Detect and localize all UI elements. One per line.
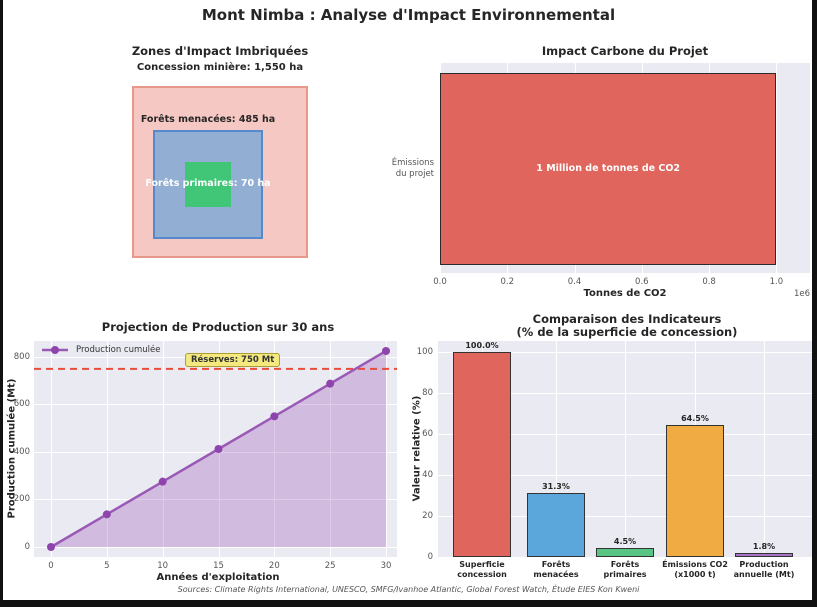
- comparaison-bar-value-label: 31.3%: [542, 481, 570, 491]
- production-xaxis-label: Années d'exploitation: [156, 572, 280, 583]
- comparaison-bar-value-label: 64.5%: [681, 413, 709, 423]
- comparaison-gridline-h: [438, 557, 812, 558]
- forets-primaires-label: Forêts primaires: 70 ha: [145, 178, 271, 189]
- production-gridline-v: [330, 341, 332, 557]
- production-marker: [102, 510, 111, 519]
- production-ytick-label: 600: [13, 399, 30, 410]
- comparaison-title: Comparaison des Indicateurs: [532, 312, 722, 326]
- production-gridline-v: [51, 341, 52, 557]
- production-xtick-label: 25: [324, 561, 336, 571]
- production-ytick-label: 0: [24, 542, 30, 552]
- production-gridline-h: [34, 451, 397, 453]
- zones-title: Zones d'Impact Imbriquées: [131, 44, 309, 58]
- production-gridline-h: [34, 499, 397, 501]
- production-gridline-h: [34, 547, 397, 548]
- concession-label: Concession minière: 1,550 ha: [136, 62, 304, 73]
- carbone-ytick-label: Émissions du projet: [391, 158, 434, 179]
- comparaison-ytick-label: 100: [416, 347, 433, 357]
- production-xtick-label: 10: [157, 561, 169, 571]
- production-title: Projection de Production sur 30 ans: [101, 320, 335, 334]
- page-title: Mont Nimba : Analyse d'Impact Environnem…: [201, 6, 616, 24]
- comparaison-bar: [735, 553, 793, 557]
- production-gridline-v: [162, 341, 164, 557]
- production-ytick-label: 400: [13, 446, 30, 457]
- production-marker: [270, 412, 279, 421]
- carbone-xtick-label: 0.0: [433, 277, 447, 287]
- production-marker: [382, 347, 391, 356]
- production-gridline-v: [106, 341, 108, 557]
- comparaison-gridline-v: [556, 341, 557, 557]
- production-gridline-h: [34, 404, 397, 406]
- comparaison-bar-value-label: 100.0%: [465, 341, 499, 350]
- comparaison-category-label: Forêts menacées: [533, 560, 579, 579]
- window-border-bottom: [0, 600, 817, 607]
- comparaison-gridline-v: [764, 341, 765, 557]
- carbone-title: Impact Carbone du Projet: [541, 44, 709, 58]
- carbone-xtick-label: 0.6: [635, 277, 649, 287]
- production-xtick-label: 30: [380, 561, 392, 571]
- carbone-gridline-v: [776, 63, 778, 273]
- comparaison-yaxis-label: Valeur relative (%): [411, 395, 423, 502]
- production-gridline-v: [386, 341, 387, 557]
- comparaison-category-label: Superficie concession: [457, 560, 507, 579]
- comparaison-bar: [666, 424, 724, 557]
- carbone-xaxis-label: Tonnes de CO2: [583, 288, 667, 299]
- production-ytick-label: 200: [13, 494, 30, 505]
- comparaison-bar: [596, 547, 654, 557]
- comparaison-bar: [527, 492, 585, 557]
- production-xtick-label: 0: [48, 561, 54, 571]
- window-border-left: [0, 0, 3, 601]
- production-marker: [47, 543, 55, 551]
- sources-footer: Sources: Climate Rights International, U…: [177, 585, 640, 594]
- forets-menacees-label: Forêts menacées: 485 ha: [140, 114, 276, 125]
- comparaison-ytick-label: 20: [422, 511, 433, 521]
- forets-primaires-rect: [185, 162, 231, 207]
- comparaison-gridline-v: [625, 341, 626, 557]
- carbone-bar-label: 1 Million de tonnes de CO2: [536, 163, 681, 174]
- production-gridline-v: [274, 341, 276, 557]
- comparaison-category-label: Forêts primaires: [603, 560, 647, 579]
- comparaison-ytick-label: 60: [422, 429, 433, 439]
- comparaison-ytick-label: 80: [422, 388, 433, 398]
- production-xtick-label: 5: [104, 561, 110, 571]
- comparaison-bar: [453, 352, 511, 557]
- production-marker: [326, 379, 335, 388]
- production-line-plot: [34, 346, 397, 551]
- comparaison-category-label: Production annuelle (Mt): [733, 560, 795, 579]
- carbone-xtick-label: 0.8: [702, 277, 716, 287]
- carbone-axis-offset-label: 1e6: [793, 289, 810, 299]
- comparaison-ytick-label: 0: [427, 552, 433, 562]
- carbone-xtick-label: 1.0: [769, 277, 784, 287]
- carbone-xtick-label: 0.2: [500, 277, 515, 287]
- comparaison-bar-value-label: 1.8%: [752, 542, 776, 552]
- production-legend-label: Production cumulée: [76, 345, 161, 355]
- comparaison-subtitle: (% de la superficie de concession): [516, 325, 738, 339]
- reserves-annotation: Réserves: 750 Mt: [185, 353, 281, 367]
- production-xtick-label: 20: [268, 561, 280, 571]
- comparaison-category-label: Émissions CO2 (x1000 t): [662, 560, 728, 579]
- carbone-xtick-label: 0.4: [567, 277, 582, 287]
- production-marker: [214, 445, 223, 454]
- production-marker: [158, 477, 167, 486]
- production-xtick-label: 15: [213, 561, 224, 571]
- comparaison-ytick-label: 40: [422, 470, 433, 480]
- carbone-bar: [440, 73, 777, 265]
- window-border-right: [812, 0, 817, 601]
- legend-marker-sample: [51, 346, 59, 354]
- production-ytick-label: 800: [13, 351, 30, 362]
- comparaison-bar-value-label: 4.5%: [613, 536, 637, 546]
